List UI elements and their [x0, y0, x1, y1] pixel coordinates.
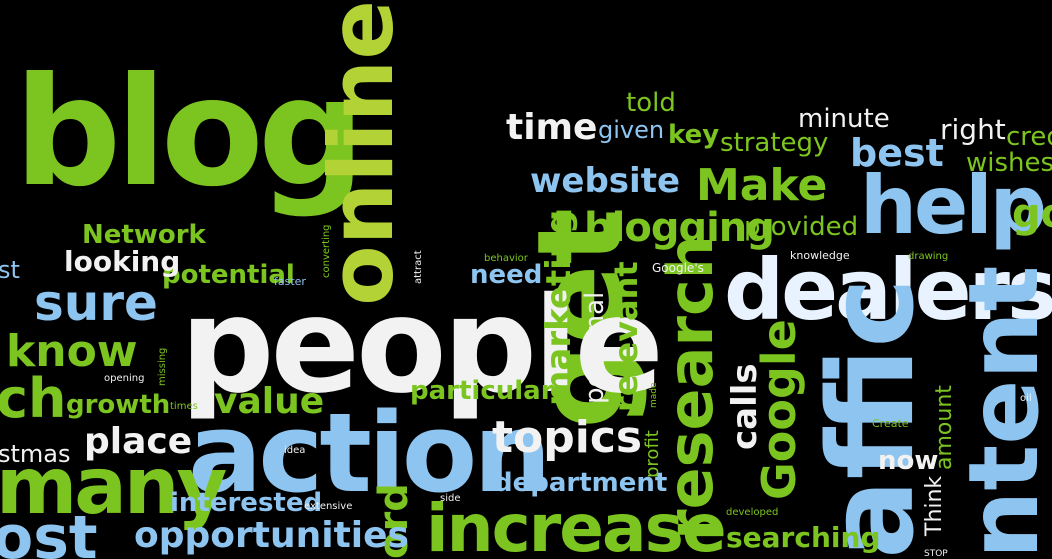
word-opening: opening: [104, 373, 145, 384]
word-each: ch: [0, 367, 67, 430]
word-potential: potential: [162, 260, 295, 290]
word-missing: missing: [157, 347, 168, 386]
word-behavior: behavior: [484, 253, 528, 264]
word-christmas: stmas: [0, 440, 71, 468]
word-wishes: wishes: [966, 148, 1052, 178]
word-personal: personal: [580, 291, 610, 404]
word-go: go: [1012, 191, 1052, 237]
word-topics: topics: [492, 412, 643, 463]
word-department: department: [494, 468, 668, 498]
word-strategy: strategy: [720, 128, 829, 158]
word-st: st: [0, 256, 20, 284]
word-most: ost: [0, 503, 98, 559]
word-told: told: [626, 88, 676, 118]
word-particular: particular: [410, 376, 554, 406]
word-provided: provided: [744, 212, 859, 242]
word-searching: searching: [726, 521, 881, 554]
word-blog: blog: [14, 46, 365, 220]
word-calls: calls: [725, 363, 765, 450]
word-traffic: affic: [802, 277, 940, 559]
word-know: know: [6, 326, 138, 377]
word-place: place: [84, 421, 193, 462]
word-looking: looking: [64, 245, 181, 278]
word-drawing: drawing: [908, 251, 949, 262]
word-times: times: [170, 401, 198, 412]
word-value: value: [214, 381, 325, 422]
word-time: time: [506, 107, 598, 148]
word-sure: sure: [34, 274, 158, 332]
word-content: ntent: [948, 265, 1052, 559]
word-idea: idea: [284, 445, 306, 456]
word-made: made: [649, 382, 659, 408]
word-minute: minute: [798, 104, 890, 134]
word-oil: oil: [1020, 393, 1032, 404]
word-network: Network: [82, 220, 206, 250]
word-action: action: [188, 389, 552, 517]
word-make: Make: [696, 160, 828, 211]
word-opportunities: opportunities: [134, 515, 409, 556]
word-people: people: [180, 269, 664, 423]
word-cred: cred: [1006, 122, 1052, 152]
word-stop: STOP: [924, 549, 948, 559]
word-help: help: [860, 159, 1047, 252]
word-key: key: [668, 120, 720, 150]
word-increase: increase: [426, 490, 727, 559]
word-extensive: extensive: [304, 501, 353, 512]
word-knowledge: knowledge: [790, 249, 850, 262]
word-interested: interested: [170, 488, 323, 518]
word-faster: faster: [274, 275, 306, 288]
word-googles: Google's: [652, 261, 704, 275]
word-given: given: [598, 116, 665, 144]
word-growth: growth: [66, 390, 171, 420]
word-website: website: [530, 161, 681, 201]
word-best: best: [850, 131, 944, 175]
word-converting: converting: [321, 224, 332, 278]
word-need: need: [470, 260, 543, 290]
word-create: Create: [872, 417, 909, 430]
word-blogging: blogging: [584, 205, 775, 251]
word-think: Think: [922, 475, 947, 536]
word-many: many: [0, 442, 227, 532]
word-now: now: [878, 446, 939, 476]
word-attract: attract: [413, 250, 424, 284]
word-side: side: [440, 493, 461, 504]
word-relevant: relevant: [607, 261, 645, 412]
word-developed: developed: [726, 507, 779, 518]
word-right: right: [940, 113, 1006, 146]
word-research: research: [654, 235, 727, 540]
